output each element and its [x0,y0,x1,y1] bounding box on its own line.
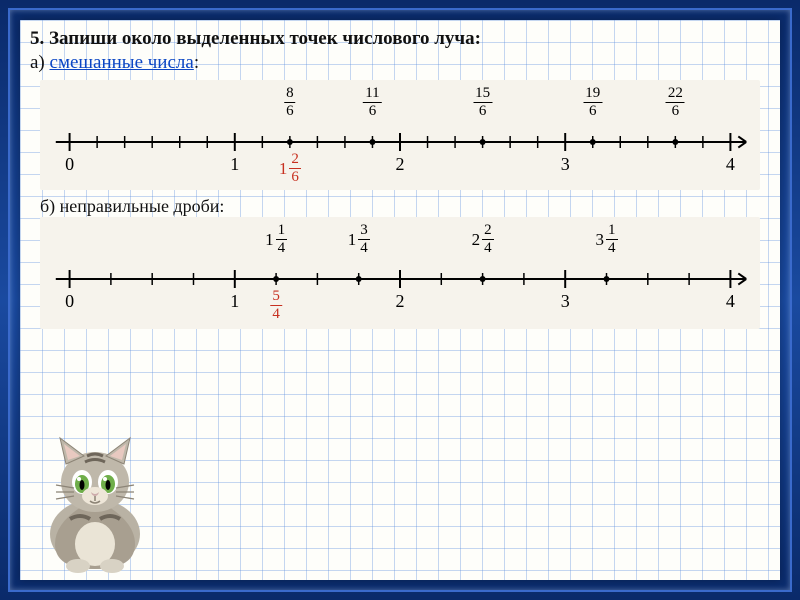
numberline-a: 0 1 2 3 4 86 116 156 196 226 126 [40,80,760,190]
part-b-label: б) неправильные дроби: [40,196,772,217]
top-fraction-label: 116 [363,86,381,119]
top-fraction-label: 224 [472,223,494,256]
top-fraction-label: 86 [284,86,296,119]
part-a-label: а) смешанные числа: [30,52,772,74]
int-label: 3 [561,291,570,312]
bottom-example-label: 126 [279,152,301,185]
int-label: 2 [396,291,405,312]
task-title: 5. Запиши около выделенных точек числово… [30,28,772,50]
cat-illustration [30,434,160,574]
int-label: 2 [396,154,405,175]
top-fraction-label: 156 [473,86,492,119]
bottom-example-label: 54 [270,289,282,322]
int-label: 1 [230,291,239,312]
int-label: 0 [65,291,74,312]
top-fraction-label: 134 [348,223,370,256]
part-a-link: смешанные числа [50,52,194,73]
task-title-text: Запиши около выделенных точек числового … [49,28,481,49]
top-fraction-label: 314 [596,223,618,256]
int-label: 4 [726,154,735,175]
numberline-b-svg [40,217,760,329]
int-label: 0 [65,154,74,175]
top-fraction-label: 196 [583,86,602,119]
top-fraction-label: 226 [666,86,685,119]
numberline-b: 0 1 2 3 4 114 134 224 314 54 [40,217,760,329]
int-label: 1 [230,154,239,175]
top-fraction-label: 114 [265,223,287,256]
int-label: 3 [561,154,570,175]
task-number: 5. [30,28,44,49]
int-label: 4 [726,291,735,312]
